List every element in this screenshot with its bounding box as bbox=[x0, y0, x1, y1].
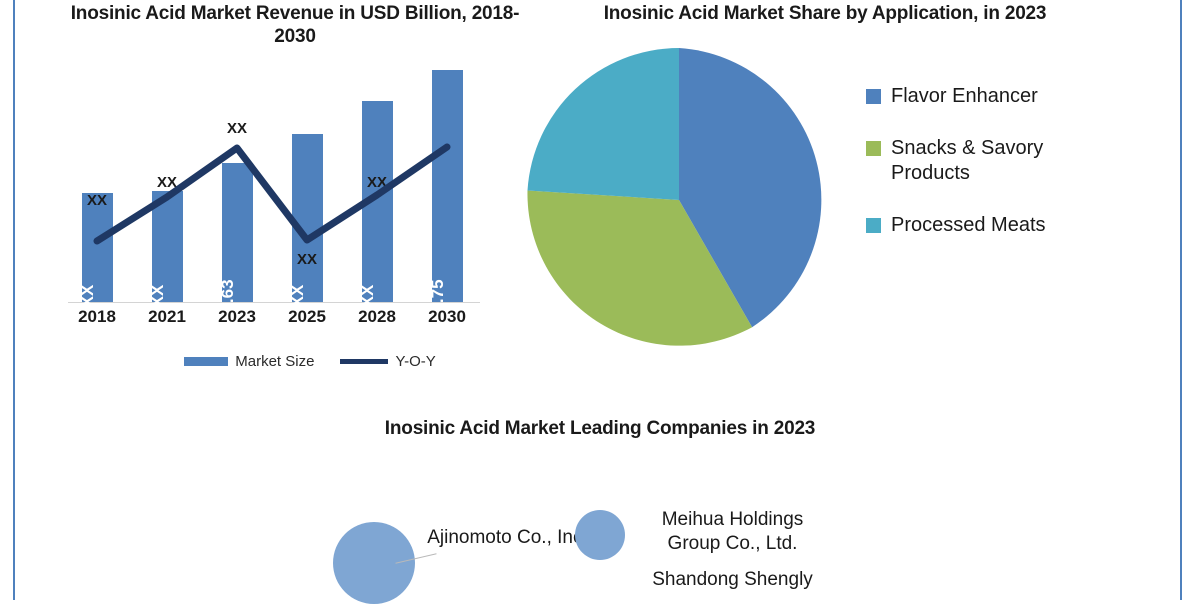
pie-slice-flavor-enhancer[interactable] bbox=[679, 48, 822, 328]
bar-chart-legend: Market Size Y-O-Y bbox=[140, 353, 480, 370]
snacks-savory-swatch-icon bbox=[866, 140, 881, 156]
pie-legend-item-processed-meats[interactable]: Processed Meats bbox=[866, 213, 1116, 239]
pie-slice-snacks-savory[interactable] bbox=[527, 190, 753, 346]
yoy-point-label-2021: XX bbox=[156, 174, 178, 191]
revenue-bar-chart: XX XX 3.63 XX XX 4.75 XX XX XX XX XX bbox=[60, 55, 500, 385]
x-tick-2021: 2021 bbox=[148, 307, 186, 326]
company-label-meihua: Meihua Holdings Group Co., Ltd. bbox=[661, 509, 804, 554]
x-axis-line bbox=[68, 302, 480, 303]
application-share-pie-chart bbox=[520, 40, 850, 370]
legend-item-yoy[interactable]: Y-O-Y bbox=[340, 353, 436, 370]
pie-chart-title: Inosinic Acid Market Share by Applicatio… bbox=[603, 3, 1047, 24]
pie-svg bbox=[527, 48, 822, 346]
pie-legend-label-snacks-savory: Snacks & Savory Products bbox=[891, 136, 1044, 185]
yoy-line-series bbox=[93, 143, 451, 245]
x-tick-2025: 2025 bbox=[288, 307, 326, 326]
company-bubble-ajinomoto[interactable] bbox=[333, 522, 415, 604]
pie-chart-legend: Flavor Enhancer Snacks & Savory Products… bbox=[866, 84, 1116, 264]
companies-section-title: Inosinic Acid Market Leading Companies i… bbox=[384, 418, 816, 439]
yoy-point-label-2018: XX bbox=[86, 192, 108, 209]
pie-legend-label-flavor-enhancer: Flavor Enhancer bbox=[891, 85, 1038, 107]
leading-companies-bubbles: Ajinomoto Co., Inc. Meihua Holdings Grou… bbox=[300, 460, 920, 604]
x-tick-2023: 2023 bbox=[218, 307, 256, 326]
company-label-ajinomoto: Ajinomoto Co., Inc. bbox=[427, 527, 588, 548]
pie-legend-item-snacks-savory[interactable]: Snacks & Savory Products bbox=[866, 136, 1116, 187]
legend-label-market-size: Market Size bbox=[235, 353, 315, 370]
x-tick-2028: 2028 bbox=[358, 307, 396, 326]
processed-meats-swatch-icon bbox=[866, 217, 881, 233]
bar-plot-area: XX XX 3.63 XX XX 4.75 XX XX XX XX XX bbox=[60, 55, 500, 326]
yoy-point-label-2028: XX bbox=[366, 174, 388, 191]
company-bubble-meihua[interactable] bbox=[575, 510, 625, 560]
bar-2021[interactable]: XX bbox=[148, 191, 183, 307]
bar-chart-title: Inosinic Acid Market Revenue in USD Bill… bbox=[70, 3, 520, 48]
x-tick-2018: 2018 bbox=[78, 307, 116, 326]
yoy-polyline bbox=[93, 143, 451, 245]
yoy-point-label-2025: XX bbox=[296, 251, 318, 268]
yoy-point-label-2023: XX bbox=[226, 120, 248, 137]
bar-2023[interactable]: 3.63 bbox=[218, 163, 253, 313]
x-tick-2030: 2030 bbox=[428, 307, 466, 326]
market-size-swatch-icon bbox=[184, 357, 229, 366]
pie-slice-processed-meats[interactable] bbox=[527, 48, 680, 200]
legend-label-yoy: Y-O-Y bbox=[395, 353, 436, 370]
legend-item-market-size[interactable]: Market Size bbox=[184, 353, 314, 370]
bar-2030[interactable]: 4.75 bbox=[428, 70, 463, 313]
flavor-enhancer-swatch-icon bbox=[866, 89, 881, 104]
pie-legend-item-flavor-enhancer[interactable]: Flavor Enhancer bbox=[866, 84, 1116, 110]
yoy-swatch-icon bbox=[340, 359, 389, 364]
pie-legend-label-processed-meats: Processed Meats bbox=[891, 213, 1046, 236]
bar-2025[interactable]: XX bbox=[288, 134, 323, 307]
company-label-shandong-shengly: Shandong Shengly bbox=[652, 569, 813, 590]
page-border-frame bbox=[13, 0, 1182, 600]
bar-2018[interactable]: XX bbox=[78, 193, 113, 307]
